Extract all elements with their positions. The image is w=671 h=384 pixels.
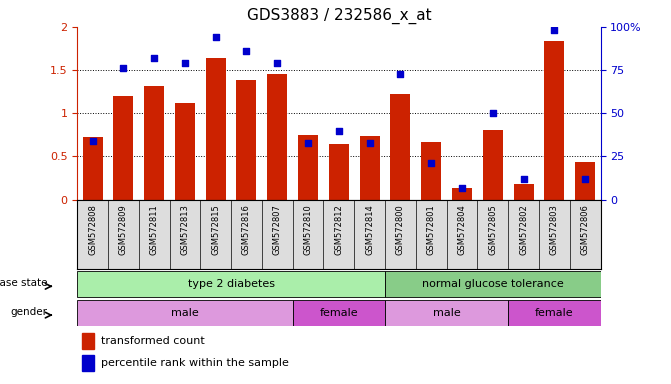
Text: GSM572812: GSM572812 xyxy=(334,205,344,255)
Text: GSM572806: GSM572806 xyxy=(580,205,590,255)
Text: transformed count: transformed count xyxy=(101,336,205,346)
Text: GSM572801: GSM572801 xyxy=(427,205,435,255)
Bar xyxy=(360,136,380,200)
Text: GSM572804: GSM572804 xyxy=(458,205,466,255)
Text: GSM572810: GSM572810 xyxy=(303,205,313,255)
Bar xyxy=(144,86,164,200)
FancyBboxPatch shape xyxy=(293,300,385,326)
Point xyxy=(518,176,529,182)
Bar xyxy=(575,162,595,200)
Point xyxy=(364,140,375,146)
Point xyxy=(457,185,468,191)
Text: GSM572808: GSM572808 xyxy=(88,205,97,255)
Bar xyxy=(83,355,94,371)
Bar xyxy=(267,74,287,200)
Point xyxy=(149,55,160,61)
Text: normal glucose tolerance: normal glucose tolerance xyxy=(422,279,564,289)
Point xyxy=(272,60,282,66)
Bar xyxy=(513,184,533,200)
Bar xyxy=(544,41,564,200)
Text: GSM572802: GSM572802 xyxy=(519,205,528,255)
Text: male: male xyxy=(171,308,199,318)
Title: GDS3883 / 232586_x_at: GDS3883 / 232586_x_at xyxy=(246,8,431,24)
Text: GSM572815: GSM572815 xyxy=(211,205,220,255)
Bar xyxy=(298,135,318,200)
Text: GSM572807: GSM572807 xyxy=(273,205,282,255)
Text: GSM572800: GSM572800 xyxy=(396,205,405,255)
Point xyxy=(487,110,498,116)
Point xyxy=(580,176,590,182)
FancyBboxPatch shape xyxy=(385,300,508,326)
FancyBboxPatch shape xyxy=(508,300,601,326)
Text: GSM572813: GSM572813 xyxy=(180,205,189,255)
Bar xyxy=(421,142,442,200)
Text: GSM572809: GSM572809 xyxy=(119,205,128,255)
Point xyxy=(118,65,129,71)
Bar xyxy=(452,189,472,200)
Bar xyxy=(83,333,94,349)
Bar xyxy=(83,137,103,200)
Point xyxy=(87,138,98,144)
Bar xyxy=(206,58,225,200)
Bar xyxy=(113,96,134,200)
Point xyxy=(333,127,344,134)
Text: percentile rank within the sample: percentile rank within the sample xyxy=(101,358,289,368)
Point xyxy=(395,71,406,77)
Point xyxy=(241,48,252,54)
Bar xyxy=(391,94,411,200)
Text: disease state: disease state xyxy=(0,278,48,288)
Text: GSM572814: GSM572814 xyxy=(365,205,374,255)
Text: female: female xyxy=(535,308,574,318)
Point xyxy=(303,140,313,146)
FancyBboxPatch shape xyxy=(385,271,601,297)
Text: gender: gender xyxy=(11,306,48,317)
Point xyxy=(426,161,437,167)
Bar xyxy=(329,144,349,200)
Point xyxy=(549,27,560,33)
Text: GSM572811: GSM572811 xyxy=(150,205,158,255)
Bar xyxy=(236,81,256,200)
FancyBboxPatch shape xyxy=(77,300,293,326)
Text: GSM572805: GSM572805 xyxy=(488,205,497,255)
Point xyxy=(210,34,221,40)
Bar xyxy=(175,103,195,200)
Text: type 2 diabetes: type 2 diabetes xyxy=(188,279,274,289)
Text: GSM572816: GSM572816 xyxy=(242,205,251,255)
Bar xyxy=(482,130,503,200)
FancyBboxPatch shape xyxy=(77,271,385,297)
Point xyxy=(180,60,191,66)
Text: GSM572803: GSM572803 xyxy=(550,205,559,255)
Text: female: female xyxy=(319,308,358,318)
Text: male: male xyxy=(433,308,460,318)
